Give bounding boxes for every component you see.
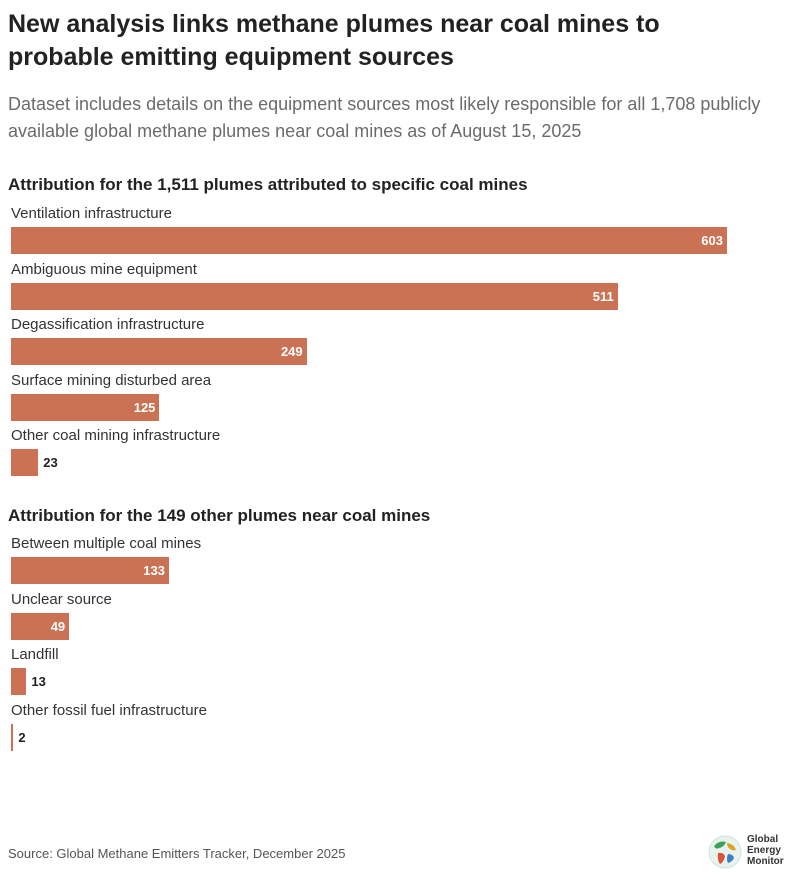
- section-title-other: Attribution for the 149 other plumes nea…: [8, 506, 431, 525]
- global-energy-monitor-logo: Global Energy Monitor: [707, 832, 791, 872]
- bar-label: Other coal mining infrastructure: [11, 427, 221, 444]
- bar: [11, 668, 27, 695]
- source-note: Source: Global Methane Emitters Tracker,…: [8, 846, 346, 861]
- bar: [11, 282, 618, 310]
- bar: [11, 449, 39, 476]
- bar-label: Unclear source: [11, 590, 112, 608]
- section-title-attributed: Attribution for the 1,511 plumes attribu…: [8, 175, 528, 194]
- chart-title: New analysis links methane plumes near c…: [8, 10, 660, 71]
- bar-value-label: 125: [133, 399, 156, 415]
- bar-label: Landfill: [11, 646, 59, 663]
- bar-value-label: 249: [280, 344, 303, 359]
- bar-label: Ventilation infrastructure: [11, 205, 172, 222]
- bar-value-label: 49: [50, 618, 66, 634]
- bar-value-label: 23: [43, 455, 58, 470]
- bar: [11, 723, 14, 751]
- bar-value-label: 603: [701, 233, 723, 248]
- bar-value-label: 13: [31, 674, 46, 689]
- bar-label: Between multiple coal mines: [11, 535, 202, 552]
- chart-subtitle: Dataset includes details on the equipmen…: [8, 94, 761, 141]
- logo-wordmark: Global Energy Monitor: [747, 834, 784, 867]
- bar: [11, 227, 727, 254]
- bar: [11, 612, 70, 640]
- bar: [11, 393, 160, 421]
- bar-label: Ambiguous mine equipment: [11, 260, 197, 278]
- bar-value-label: 511: [592, 288, 614, 304]
- bar-value-label: 2: [18, 729, 26, 745]
- bar-label: Other fossil fuel infrastructure: [11, 701, 207, 719]
- bar-label: Surface mining disturbed area: [11, 371, 212, 389]
- globe-icon: [708, 835, 742, 869]
- bar-label: Degassification infrastructure: [11, 316, 205, 333]
- bar: [11, 557, 169, 584]
- bar: [11, 338, 307, 365]
- bar-value-label: 133: [143, 563, 165, 578]
